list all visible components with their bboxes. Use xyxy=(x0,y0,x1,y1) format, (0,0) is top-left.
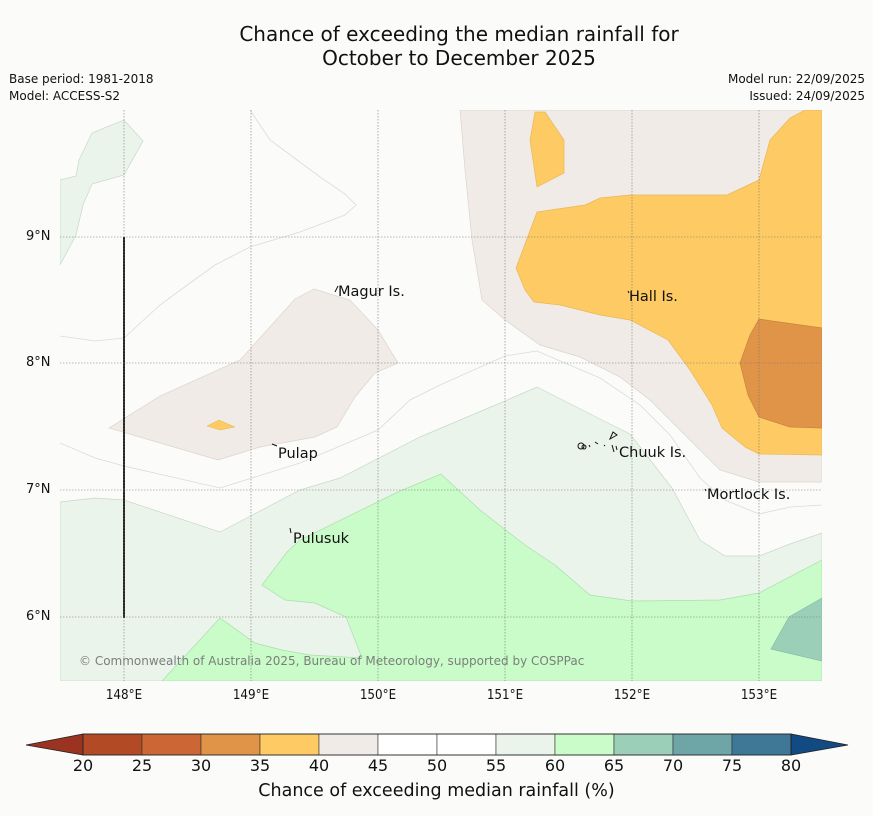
island-markers xyxy=(271,285,707,534)
colorbar-bin-40-45 xyxy=(318,733,379,756)
colorbar-bin-35-40 xyxy=(259,733,320,756)
place-label-mortlock: Mortlock Is. xyxy=(707,487,791,503)
lat-label-6n: 6°N xyxy=(26,609,51,624)
island-mortlock xyxy=(704,488,707,492)
colorbar-bin-75-80 xyxy=(731,733,792,756)
colorbar-bin-60-65 xyxy=(554,733,615,756)
base-period: Base period: 1981-2018 xyxy=(9,72,154,86)
island-pulap xyxy=(271,443,278,447)
place-label-pulusuk: Pulusuk xyxy=(293,531,350,547)
colorbar-bin-25-30 xyxy=(141,733,202,756)
place-label-pulap: Pulap xyxy=(278,446,318,462)
colorbar-bin-65-70 xyxy=(613,733,674,756)
colorbar-tick-label: 65 xyxy=(603,756,625,775)
colorbar-tick-label: 45 xyxy=(367,756,389,775)
colorbar-bin-50-55 xyxy=(436,733,497,756)
place-label-hall: Hall Is. xyxy=(629,289,678,305)
region-30-35 xyxy=(739,318,822,429)
colorbar-tick-label: 35 xyxy=(249,756,271,775)
colorbar-tick-label: 60 xyxy=(544,756,566,775)
lat-label-7n: 7°N xyxy=(26,482,51,497)
lat-label-8n: 8°N xyxy=(26,355,51,370)
region-35-40-small xyxy=(206,419,236,431)
colorbar-tick-label: 30 xyxy=(190,756,212,775)
chart-title-line-1: Chance of exceeding the median rainfall … xyxy=(239,22,679,46)
lon-label-153e: 153°E xyxy=(740,688,778,703)
colorbar-bin-45-50 xyxy=(377,733,438,756)
lon-label-149e: 149°E xyxy=(232,688,270,703)
colorbar-tick-label: 25 xyxy=(131,756,153,775)
contour-line-50-south xyxy=(60,350,822,515)
meta-right: Model run: 22/09/2025 Issued: 24/09/2025 xyxy=(728,71,865,105)
colorbar-tick-label: 70 xyxy=(662,756,684,775)
lon-label-151e: 151°E xyxy=(486,688,524,703)
colorbar-bin-55-60 xyxy=(495,733,556,756)
colorbar-tick-label: 50 xyxy=(426,756,448,775)
region-65-70 xyxy=(770,597,822,662)
lon-label-152e: 152°E xyxy=(613,688,651,703)
colorbar-tick-label: 80 xyxy=(780,756,802,775)
colorbar-under-arrow xyxy=(25,733,84,756)
model-run-date: Model run: 22/09/2025 xyxy=(727,72,865,86)
island-hall xyxy=(627,290,630,294)
place-label-magur: Magur Is. xyxy=(338,284,405,300)
region-55-60-northwest xyxy=(60,119,144,266)
colorbar xyxy=(25,733,849,756)
place-label-chuuk: Chuuk Is. xyxy=(619,445,687,461)
colorbar-tick-label: 40 xyxy=(308,756,330,775)
region-60-65 xyxy=(161,473,822,681)
colorbar-label: Chance of exceeding median rainfall (%) xyxy=(258,781,615,801)
chart-title-line-2: October to December 2025 xyxy=(322,46,596,70)
lon-label-150e: 150°E xyxy=(359,688,397,703)
island-pulusuk xyxy=(289,527,292,534)
colorbar-tick-label: 55 xyxy=(485,756,507,775)
map-regions xyxy=(60,110,822,681)
contour-line-50-north xyxy=(60,110,357,342)
colorbar-bin-20-25 xyxy=(82,733,143,756)
copyright-notice: © Commonwealth of Australia 2025, Bureau… xyxy=(79,654,585,668)
colorbar-bin-70-75 xyxy=(672,733,733,756)
island-magur xyxy=(334,285,339,293)
colorbar-frame xyxy=(82,733,792,756)
issued-date: Issued: 24/09/2025 xyxy=(749,89,865,103)
chart-title: Chance of exceeding the median rainfall … xyxy=(0,22,873,70)
lat-label-9n: 9°N xyxy=(26,229,51,244)
model-name: Model: ACCESS-S2 xyxy=(9,89,121,103)
region-40-45-west xyxy=(108,288,399,461)
colorbar-tick-label: 20 xyxy=(72,756,94,775)
lon-label-148e: 148°E xyxy=(105,688,143,703)
colorbar-over-arrow xyxy=(790,733,849,756)
colorbar-tick-label: 75 xyxy=(721,756,743,775)
island-chuuk xyxy=(577,431,618,453)
colorbar-bin-30-35 xyxy=(200,733,261,756)
meta-left: Base period: 1981-2018 Model: ACCESS-S2 xyxy=(9,71,154,105)
gridlines xyxy=(60,110,822,681)
